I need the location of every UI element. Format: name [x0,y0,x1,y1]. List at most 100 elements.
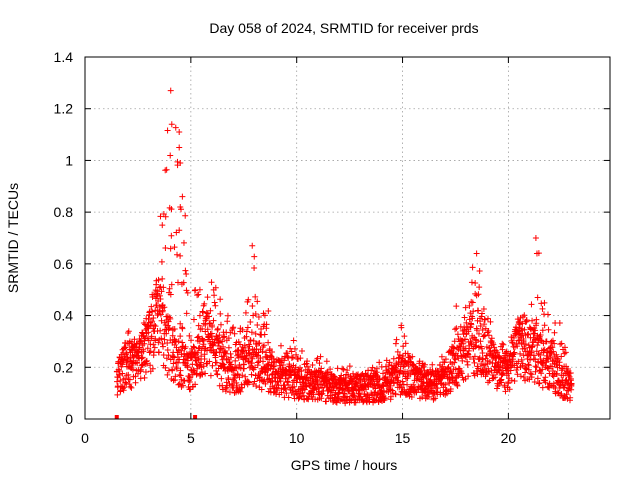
data-point [479,310,486,317]
data-point [159,340,166,347]
data-point [265,339,272,346]
data-point [167,245,174,252]
data-point [147,348,154,355]
data-point [176,144,183,151]
data-point [307,383,314,390]
data-point [168,206,175,213]
data-point [165,352,172,359]
data-point [409,353,416,360]
data-point [243,328,250,335]
data-point [534,342,541,349]
y-axis-label: SRMTID / TECUs [5,183,21,293]
data-point [539,366,546,373]
data-point [172,124,179,131]
data-point [192,381,199,388]
data-point [494,349,501,356]
data-point [505,379,512,386]
data-point [506,386,513,393]
data-point [227,350,234,357]
data-point [358,372,365,379]
data-point [141,374,148,381]
x-tick-label: 15 [395,430,411,446]
data-point [458,370,465,377]
data-point [122,344,129,351]
data-point [297,355,304,362]
data-point [522,341,529,348]
data-point [524,356,531,363]
data-point [352,399,359,406]
data-point [263,321,270,328]
data-point [344,367,351,374]
data-point [179,193,186,200]
data-point [319,390,326,397]
data-point [283,390,290,397]
data-point [393,336,400,343]
data-point [368,367,375,374]
data-point [277,358,284,365]
data-point [474,327,481,334]
data-point [314,355,321,362]
data-point [154,312,161,319]
data-point [203,309,210,316]
data-point [536,379,543,386]
data-point [438,353,445,360]
data-point [565,366,572,373]
data-point [162,213,169,220]
data-point [210,340,217,347]
data-point [432,395,439,402]
data-point [323,358,330,365]
data-point [228,354,235,361]
data-point [252,310,259,317]
data-points [113,87,575,419]
data-point [133,340,140,347]
data-point [469,299,476,306]
data-point [188,337,195,344]
data-point [298,347,305,354]
data-point [278,389,285,396]
data-point [253,353,260,360]
data-point [389,372,396,379]
data-point [416,358,423,365]
data-point [174,354,181,361]
data-point [199,336,206,343]
data-point [410,361,417,368]
data-point [128,365,135,372]
data-point [396,351,403,358]
data-point [480,305,487,312]
data-point [479,350,486,357]
data-point [521,326,528,333]
y-tick-label: 1 [65,152,73,168]
data-point [199,308,206,315]
data-point [485,369,492,376]
data-point [178,383,185,390]
data-point [254,359,261,366]
data-point [168,121,175,128]
data-point [333,399,340,406]
data-point [376,359,383,366]
data-point [221,333,228,340]
data-point [242,356,249,363]
data-point [115,366,122,373]
data-point [212,354,219,361]
data-point [510,334,517,341]
data-point [318,365,325,372]
data-point [567,370,574,377]
data-point [134,360,141,367]
data-point [176,371,183,378]
data-point [202,370,209,377]
data-point [194,355,201,362]
data-point [149,365,156,372]
data-point [259,358,266,365]
data-point [561,350,568,357]
data-point [452,366,459,373]
data-point [191,344,198,351]
data-point [421,361,428,368]
data-point [209,362,216,369]
data-point [539,360,546,367]
data-point [157,283,164,290]
data-point [527,325,534,332]
data-point [291,383,298,390]
data-point [212,284,219,291]
data-point [166,314,173,321]
data-point [394,348,401,355]
